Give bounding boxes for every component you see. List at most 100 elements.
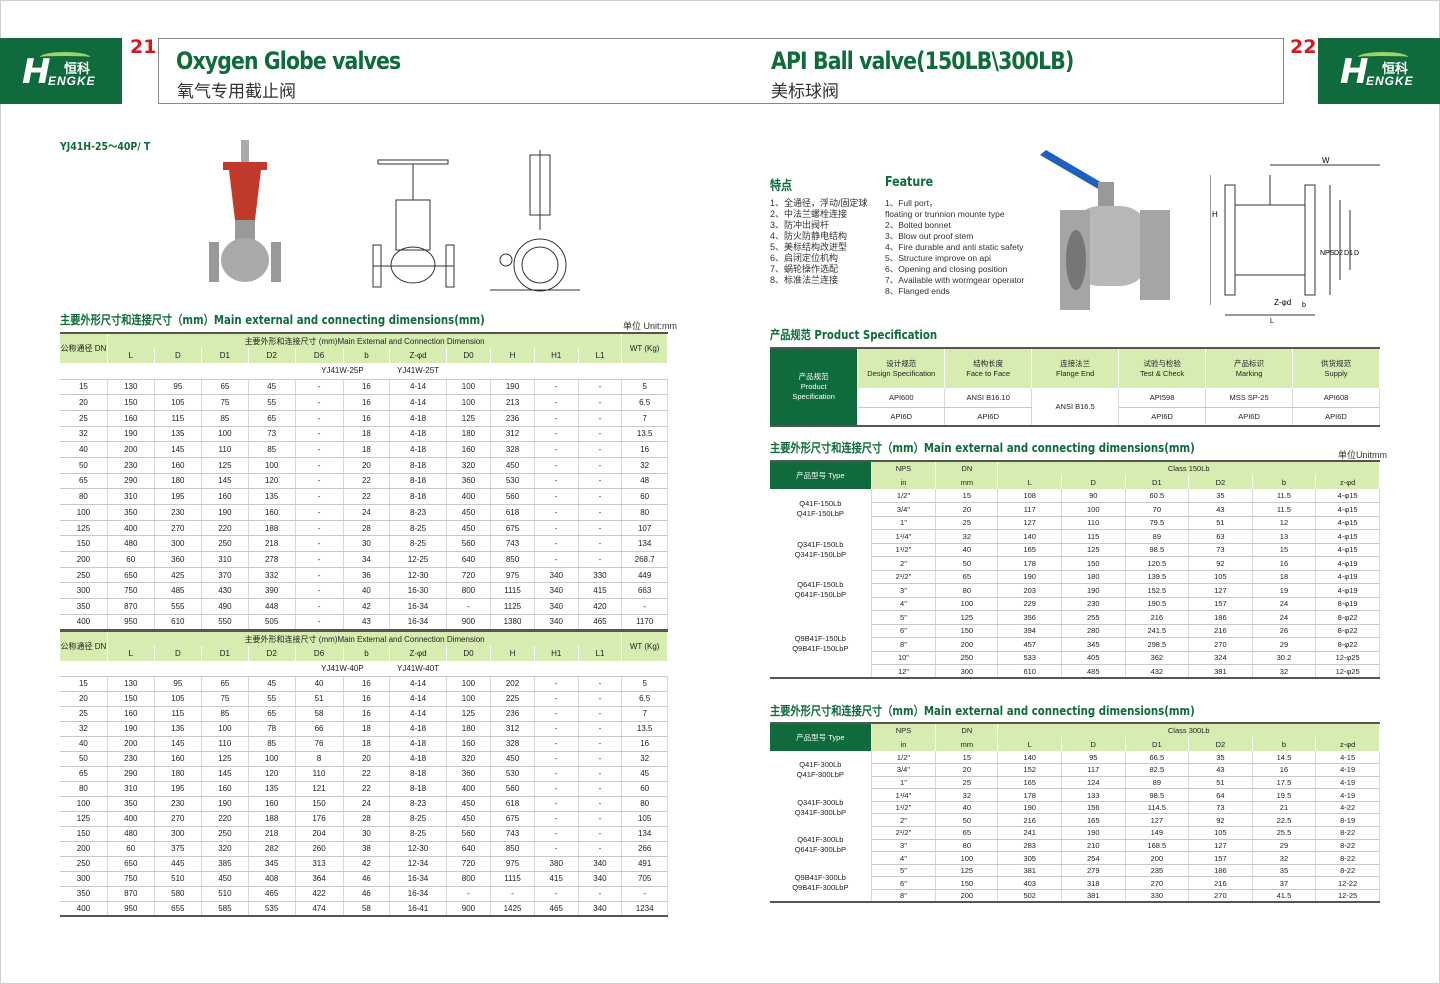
type-cell: Q9B41F-300Lb Q9B41F-300LbP: [770, 864, 872, 903]
page-number-right: 22: [1290, 36, 1317, 58]
spec-column-header-line: Design Specification: [867, 368, 936, 378]
table-cell: 40: [295, 676, 344, 692]
table-cell: 743: [490, 535, 535, 553]
model-label: YJ41W-25T: [389, 363, 447, 380]
feature-en-item: 3、Blow out proof stem: [885, 231, 974, 241]
table-cell: 100: [60, 796, 108, 812]
type-name: Q641F-300LbP: [794, 845, 846, 855]
table-cell: 4-14: [389, 706, 447, 722]
table-cell: -: [295, 582, 344, 600]
dn-header: 公称通径 DN: [60, 333, 108, 363]
table-cell: 2¹/2": [871, 826, 937, 840]
table-cell: 110: [201, 736, 249, 752]
table-cell: 16-34: [389, 598, 447, 615]
table-cell: 4-φ15: [1315, 502, 1380, 517]
table-cell: 6.5: [621, 394, 668, 411]
table-cell: 140: [997, 751, 1062, 765]
table-cell: 250: [201, 826, 249, 842]
table-cell: 51: [295, 691, 344, 707]
table-cell: 510: [201, 886, 249, 902]
wt-header: WT (Kg): [621, 631, 668, 661]
table-cell: 465: [534, 901, 579, 917]
table-cell: 100: [446, 676, 492, 692]
type-cell: Q41F-300Lb Q41F-300LbP: [770, 751, 872, 789]
column-header: D6: [295, 348, 344, 363]
table-cell: 345: [248, 856, 296, 872]
table-cell: 15: [60, 676, 108, 692]
table-row: 50 230 160 125 100 8 20 4-18 320 450- -32: [60, 751, 668, 767]
table-cell: 8-18: [389, 473, 447, 490]
table-cell: 3": [871, 839, 937, 853]
table-cell: 450: [446, 504, 492, 521]
column-header: Z-φd: [389, 348, 447, 363]
dimension-table-25: 公称通径 DN 主要外形和连接尺寸 (mm)Main External and C…: [60, 332, 668, 631]
column-header: b: [343, 646, 391, 661]
table-cell: 450: [446, 811, 492, 827]
table-cell: 312: [490, 426, 535, 443]
table-row: Q9B41F-300Lb Q9B41F-300LbP 5" 125 381 279 235 1…: [770, 864, 1380, 903]
spec-column-header-line: 产品标识: [1234, 358, 1265, 368]
table-cell: 16: [343, 676, 391, 692]
table-cell: 210: [1061, 839, 1126, 853]
table-cell: 1¹/4": [871, 788, 937, 802]
table-cell: 32: [60, 721, 108, 737]
table-cell: 345: [1061, 637, 1126, 652]
spec-column-header: 产品标识 Marking: [1205, 348, 1294, 388]
table-cell: 14.5: [1252, 751, 1317, 765]
table-cell: 12-34: [389, 856, 447, 872]
table-cell: 180: [154, 766, 203, 782]
table-cell: 8-23: [389, 796, 447, 812]
table-cell: 350: [60, 886, 108, 902]
table-cell: 8": [871, 889, 937, 903]
table-cell: 15: [60, 379, 108, 396]
table-cell: 38: [343, 841, 391, 857]
nps-unit: in: [871, 737, 937, 751]
table-cell: 110: [295, 766, 344, 782]
header-row: 公称通径 DN 主要外形和连接尺寸 (mm)Main External and C…: [60, 333, 668, 363]
model-row: YJ41W-25P YJ41W-25T: [60, 363, 668, 380]
table-cell: 145: [201, 473, 249, 490]
table-cell: 533: [997, 651, 1062, 665]
table-cell: 60.5: [1125, 489, 1190, 503]
table-cell: 400: [60, 614, 108, 631]
table-cell: 100: [1061, 502, 1126, 517]
table-cell: 190: [201, 796, 249, 812]
ball-valve-drawing: W H NPS D2 D1 D Z-φd b L: [1210, 156, 1380, 325]
table-cell: -: [578, 841, 623, 857]
feature-en-item: 1、Full port，: [885, 198, 938, 208]
nps-header: NPS: [871, 461, 937, 475]
table-cell: 46: [343, 871, 391, 887]
dn-header: DN: [935, 461, 999, 475]
table-cell: -: [295, 614, 344, 631]
table-cell: 65: [935, 826, 999, 840]
column-header: D: [1061, 475, 1126, 489]
table-cell: -: [534, 886, 579, 902]
table-cell: 186: [1188, 864, 1253, 878]
model-label: YJ41W-40P: [295, 661, 390, 677]
table-cell: 385: [201, 856, 249, 872]
spec-cell: API6D: [857, 407, 946, 427]
table-cell: 4-19: [1315, 776, 1380, 790]
header-row: 产品型号 Type NPS DN Class 150Lb: [770, 461, 1380, 489]
table-cell: 3/4": [871, 763, 937, 777]
table-cell: 73: [248, 426, 296, 443]
table-cell: 127: [1188, 839, 1253, 853]
table-cell: -: [534, 473, 579, 490]
table-cell: 105: [1188, 570, 1253, 584]
table-row: 8" 200 457 345 298.5 270 29 8-φ22: [770, 637, 1380, 652]
table-row: 3/4" 20 117 100 70 43 11.5 4-φ15: [770, 502, 1380, 517]
column-header: D1: [1125, 475, 1190, 489]
table-cell: 8-18: [389, 488, 447, 505]
feature-cn-item: 7、蜗轮操作选配: [770, 264, 839, 274]
table-cell: 204: [295, 826, 344, 842]
table-cell: 32: [935, 788, 999, 802]
table-cell: -: [534, 766, 579, 782]
table-cell: 11.5: [1252, 489, 1317, 503]
table-cell: 975: [490, 567, 535, 584]
table-cell: 310: [107, 488, 155, 505]
table-cell: 51: [1188, 516, 1253, 530]
table-cell: -: [534, 706, 579, 722]
table-cell: 485: [1061, 664, 1126, 679]
table-cell: 127: [1125, 813, 1190, 828]
table-row: 32 190 135 100 78 66 18 4-18 180 312- -13.5: [60, 721, 668, 737]
